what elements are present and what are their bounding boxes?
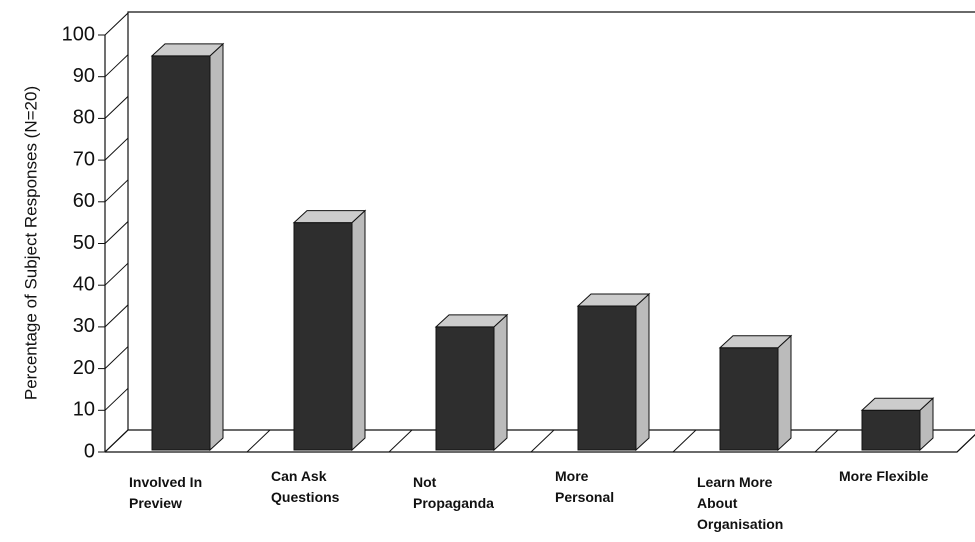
floor <box>104 429 975 453</box>
bar-top <box>292 210 367 224</box>
x-tick-label: More Personal <box>555 468 615 505</box>
bar-side <box>351 209 366 452</box>
y-tick-label: 0 <box>84 440 95 462</box>
y-tick-diag <box>104 346 129 369</box>
y-tick-label: 10 <box>73 399 95 421</box>
back-wall <box>127 11 975 430</box>
floor-divider <box>388 429 413 453</box>
bar-side <box>777 334 792 452</box>
y-tick-label: 30 <box>73 315 95 337</box>
y-tick-label: 40 <box>73 273 95 295</box>
bar-side <box>635 292 650 452</box>
y-tick-label: 70 <box>73 148 95 170</box>
bar-top <box>860 397 935 411</box>
y-tick-diag <box>104 429 129 453</box>
floor-divider <box>246 429 271 453</box>
bar-top <box>718 335 793 349</box>
bar-side <box>209 42 224 452</box>
y-tick-label: 20 <box>73 357 95 379</box>
y-tick-diag <box>104 387 129 411</box>
bar-side <box>493 313 508 452</box>
floor-divider <box>814 429 839 453</box>
x-tick-label: Can Ask Questions <box>271 468 340 505</box>
y-tick-diag <box>104 221 129 244</box>
y-tick-diag <box>104 12 129 36</box>
bar <box>435 326 495 451</box>
bar <box>151 55 211 451</box>
x-tick-label: Not Propaganda <box>413 474 494 511</box>
bar-top <box>434 314 509 328</box>
y-tick-label: 50 <box>73 232 95 254</box>
y-tick-diag <box>104 96 129 119</box>
bar <box>861 409 921 451</box>
y-tick-diag <box>104 137 129 161</box>
bar-top <box>150 43 225 57</box>
x-tick-label: Involved In Preview <box>129 474 203 511</box>
bar <box>293 222 353 451</box>
y-tick-diag <box>104 179 129 203</box>
y-tick-label: 60 <box>73 190 95 212</box>
y-tick-diag <box>104 262 129 286</box>
bar-top <box>576 293 651 307</box>
bar <box>719 347 779 451</box>
floor-divider <box>530 429 555 453</box>
y-tick-label: 80 <box>73 107 95 129</box>
x-tick-label: More Flexible <box>839 468 929 484</box>
floor-divider <box>672 429 697 453</box>
x-tick-label: Learn More About Organisation <box>697 474 784 532</box>
y-tick-diag <box>104 54 129 78</box>
y-axis-label: Percentage of Subject Responses (N=20) <box>21 86 40 400</box>
bar <box>577 305 637 451</box>
y-tick-label: 90 <box>73 65 95 87</box>
y-tick-label: 100 <box>62 23 95 45</box>
floor-divider <box>956 434 975 453</box>
y-tick-diag <box>104 304 129 328</box>
